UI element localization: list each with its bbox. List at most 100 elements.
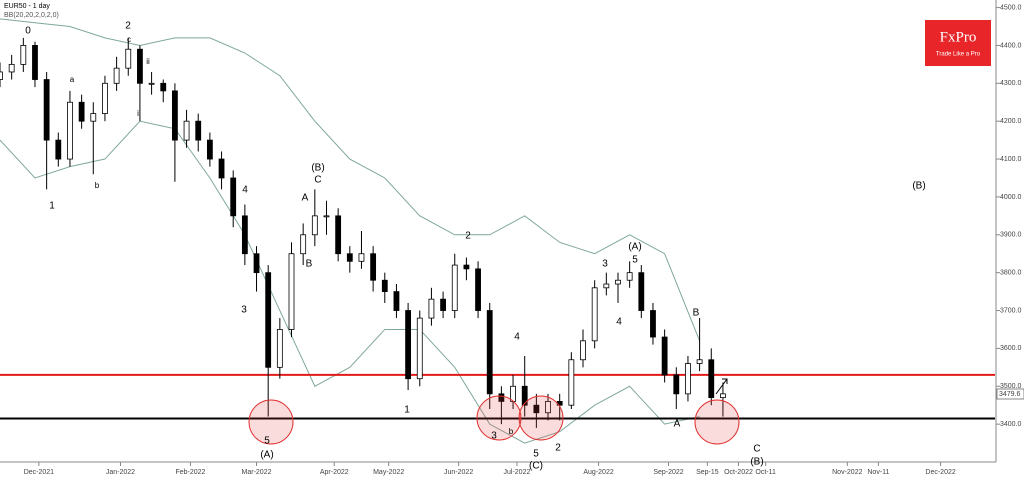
candle-body xyxy=(521,385,528,406)
candle-body xyxy=(568,359,575,406)
bollinger-band xyxy=(0,120,700,444)
y-tick-label: 3800.0 xyxy=(1000,269,1022,276)
highlight-circle xyxy=(476,395,522,441)
candle-body xyxy=(300,234,307,255)
wave-label: C xyxy=(314,175,321,186)
candle-body xyxy=(218,158,225,179)
y-tick-label: 4000.0 xyxy=(1000,194,1022,201)
candle-body xyxy=(311,215,318,236)
candle-body xyxy=(440,298,446,311)
last-price-label: 3479.6 xyxy=(999,391,1021,398)
candle-body xyxy=(463,264,470,270)
x-tick-label: Sep-15 xyxy=(696,469,719,476)
x-tick-label: Dec-2021 xyxy=(24,469,54,476)
y-tick-label: 3700.0 xyxy=(1000,307,1022,314)
candle-body xyxy=(720,393,726,399)
wave-label: C xyxy=(753,444,760,455)
wave-label: (B) xyxy=(750,457,763,468)
wave-label: c xyxy=(127,35,131,44)
wave-label: 4 xyxy=(514,332,520,343)
candle-body xyxy=(510,385,516,402)
wave-label: B xyxy=(693,308,700,319)
candle-body xyxy=(183,120,190,141)
x-tick-label: Jun-2022 xyxy=(444,469,473,476)
candle-body xyxy=(137,48,143,84)
candle-body xyxy=(451,264,458,311)
candle-body xyxy=(358,253,365,262)
candle-body xyxy=(416,317,423,380)
wave-label: (A) xyxy=(628,242,641,253)
wave-label: 1 xyxy=(49,201,55,212)
x-tick-label: May-2022 xyxy=(373,469,404,476)
x-tick-label: Jan-2022 xyxy=(106,469,135,476)
y-tick-label: 3900.0 xyxy=(1000,232,1022,239)
highlight-circle xyxy=(694,399,740,445)
candle-body xyxy=(393,291,400,311)
candle-body xyxy=(125,48,132,69)
symbol: EUR50 - 1 day xyxy=(4,3,50,10)
candle-body xyxy=(206,139,213,160)
candle-body xyxy=(685,363,691,395)
logo-slogan: Trade Like a Pro xyxy=(936,52,981,58)
candle-body xyxy=(230,177,237,217)
y-tick-label: 4200.0 xyxy=(1000,118,1022,125)
x-tick-label: Dec-2022 xyxy=(925,469,955,476)
y-tick-label: 4400.0 xyxy=(1000,42,1022,49)
candle-body xyxy=(498,393,505,402)
candle-body xyxy=(20,45,27,65)
wave-label: 4 xyxy=(616,317,622,328)
x-tick-label: Apr-2022 xyxy=(320,469,349,476)
candle-body xyxy=(67,101,73,160)
y-tick-label: 3500.0 xyxy=(1000,383,1022,390)
candle-body xyxy=(615,279,621,285)
candle-body xyxy=(0,71,3,80)
y-tick-label: 4500.0 xyxy=(1000,4,1022,11)
x-tick-label: Feb-2022 xyxy=(175,469,205,476)
x-tick-label: Aug-2022 xyxy=(583,469,613,476)
x-tick-label: Sep-2022 xyxy=(653,469,683,476)
wave-label: A xyxy=(674,419,681,430)
indicator-label: BB(20,20,2,0,2,0) xyxy=(4,12,59,19)
x-tick-label: Mar-2022 xyxy=(242,469,272,476)
x-tick-label: Nov-11 xyxy=(867,469,889,476)
wave-label: 1 xyxy=(404,405,410,416)
candle-body xyxy=(638,272,645,311)
candle-body xyxy=(241,215,248,255)
candle-body xyxy=(708,359,715,399)
wave-label: a xyxy=(70,75,75,84)
candle-body xyxy=(381,279,388,292)
wave-label: 3 xyxy=(602,259,608,270)
candle-body xyxy=(428,298,435,319)
candle-body xyxy=(673,374,680,395)
wave-label: 5 xyxy=(264,436,270,447)
candle-body xyxy=(370,253,377,281)
wave-label: 0 xyxy=(25,26,31,37)
candle-body xyxy=(172,90,178,141)
candle-body xyxy=(661,336,668,376)
candle-body xyxy=(335,215,342,255)
highlight-circle xyxy=(518,395,564,441)
candle-body xyxy=(32,45,38,80)
candle-body xyxy=(195,120,202,141)
wave-label: 4 xyxy=(242,185,248,196)
candle-body xyxy=(55,139,62,160)
x-tick-label: Oct-11 xyxy=(755,469,776,476)
y-tick-label: 4300.0 xyxy=(1000,80,1022,87)
candle-body xyxy=(78,101,85,122)
wave-label: 2 xyxy=(555,443,561,454)
y-tick-label: 3400.0 xyxy=(1000,421,1022,428)
last-price-box xyxy=(996,388,1024,400)
wave-label: b xyxy=(95,181,100,190)
candle-body xyxy=(650,310,656,338)
wave-label: (A) xyxy=(260,450,273,461)
candle-body xyxy=(475,268,481,311)
candle-body xyxy=(43,79,50,141)
y-tick-label: 4100.0 xyxy=(1000,156,1022,163)
candle-body xyxy=(253,253,260,274)
candle-body xyxy=(696,359,703,364)
wave-label: A xyxy=(302,193,309,204)
wave-label: b xyxy=(509,427,514,436)
candle-body xyxy=(90,113,97,122)
candle-body xyxy=(603,283,610,289)
